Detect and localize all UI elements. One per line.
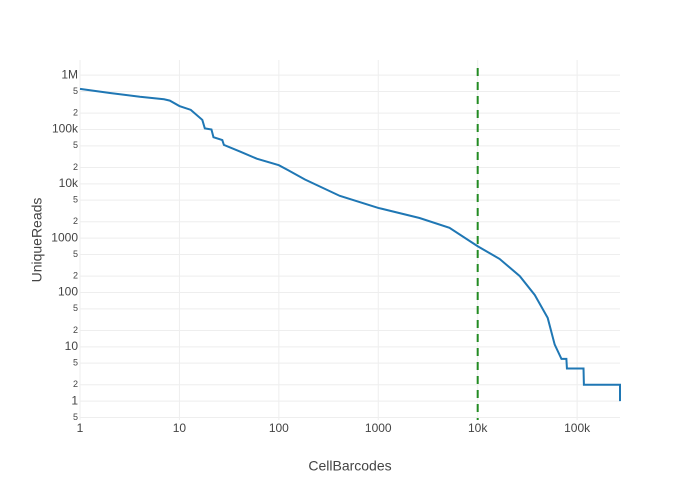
y-tick-label: 2	[73, 379, 78, 389]
y-tick-label: 100k	[52, 122, 79, 136]
y-tick-label: 1M	[61, 67, 78, 81]
x-tick-label: 1000	[365, 421, 392, 435]
y-tick-label: 2	[73, 216, 78, 226]
x-axis-title: CellBarcodes	[308, 458, 391, 474]
y-tick-label: 5	[73, 195, 78, 205]
y-axis-title: UniqueReads	[29, 198, 45, 283]
y-tick-label: 2	[73, 271, 78, 281]
y-tick-label: 5	[73, 86, 78, 96]
y-tick-label: 2	[73, 162, 78, 172]
y-tick-label: 5	[73, 140, 78, 150]
y-tick-label: 5	[73, 249, 78, 259]
y-tick-label: 2	[73, 325, 78, 335]
y-tick-label: 5	[73, 412, 78, 422]
x-tick-label: 10	[173, 421, 187, 435]
y-tick-label: 5	[73, 358, 78, 368]
y-tick-label: 10	[65, 339, 79, 353]
x-tick-label: 100	[269, 421, 289, 435]
y-tick-label: 5	[73, 303, 78, 313]
x-tick-label: 100k	[564, 421, 591, 435]
y-tick-label: 2	[73, 107, 78, 117]
x-tick-label: 1	[77, 421, 84, 435]
y-tick-label: 1000	[51, 230, 78, 244]
y-tick-label: 100	[58, 285, 78, 299]
x-tick-label: 10k	[468, 421, 488, 435]
y-tick-label: 1	[71, 393, 78, 407]
y-tick-label: 10k	[59, 176, 79, 190]
data-line	[79, 87, 621, 402]
